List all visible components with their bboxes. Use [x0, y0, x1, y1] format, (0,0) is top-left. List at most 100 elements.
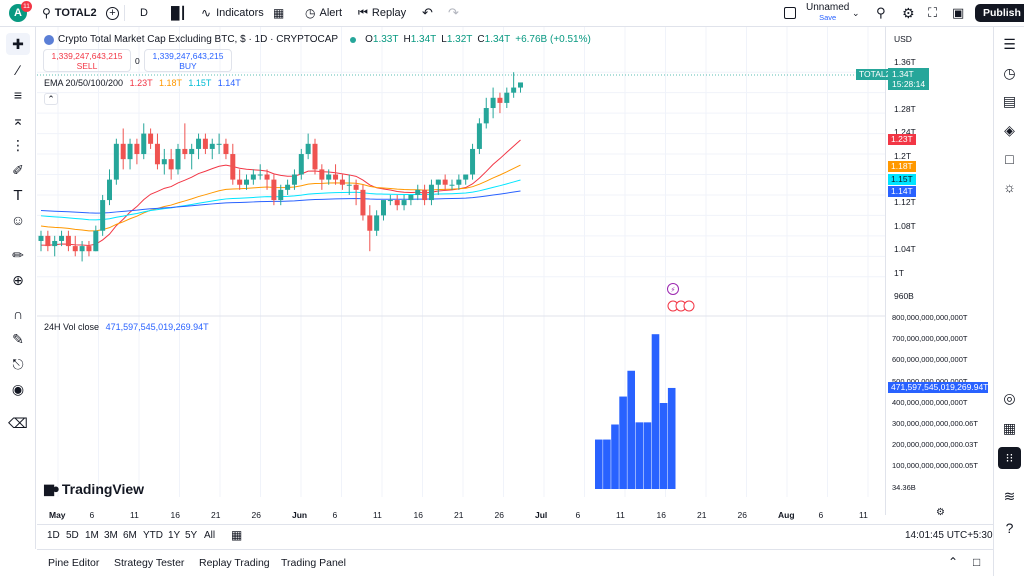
volume-bar [603, 439, 611, 489]
help-button[interactable]: ? [998, 517, 1021, 539]
symbol-legend[interactable]: Crypto Total Market Cap Excluding BTC, $… [44, 33, 591, 46]
object-tree-button[interactable]: ▤ [998, 90, 1021, 112]
chat-button[interactable]: □ [998, 148, 1021, 170]
range-button-all[interactable]: All [204, 530, 216, 541]
visibility-tool[interactable]: ◉ [6, 378, 30, 400]
feed-button[interactable]: ≋ [998, 485, 1021, 507]
candle [339, 174, 345, 190]
candle [305, 133, 311, 160]
measure-tool[interactable]: ✏ [6, 244, 30, 266]
collapse-legend-button[interactable]: ⌃ [44, 93, 58, 105]
replay-icon: ⏮ [358, 6, 368, 19]
chevron-up-icon: ⌃ [948, 555, 959, 569]
candle [291, 169, 297, 190]
time-label: 11 [130, 510, 139, 520]
fib-icon: ≡ [13, 87, 23, 103]
maximize-panel-button[interactable]: □ [973, 555, 980, 569]
prediction-tool[interactable]: ⋮ [6, 134, 30, 156]
candle [189, 143, 195, 170]
templates-button[interactable]: ▦ [273, 0, 284, 26]
quick-search-button[interactable]: ⚲ [876, 0, 886, 26]
range-button-5d[interactable]: 5D [66, 530, 79, 541]
candle-body [408, 194, 414, 201]
snapshot-button[interactable]: ▣ [952, 0, 964, 26]
range-button-ytd[interactable]: YTD [143, 530, 163, 541]
emoji-tool[interactable]: ☺ [6, 209, 30, 231]
candle-body [339, 179, 345, 185]
buy-button[interactable]: 1,339,247,643,215 BUY [144, 49, 232, 72]
candle-body [38, 235, 44, 241]
alerts-button[interactable]: ◷ [998, 62, 1021, 84]
range-button-1d[interactable]: 1D [47, 530, 60, 541]
volume-legend[interactable]: 24H Vol close 471,597,545,019,269.94T [44, 322, 209, 332]
watchlist-button[interactable]: ☰ [998, 33, 1021, 55]
tab-strategy-tester[interactable]: Strategy Tester [114, 557, 185, 569]
smiley-icon: ☺ [10, 212, 26, 228]
range-button-1m[interactable]: 1M [85, 530, 99, 541]
chevron-up-icon: ⌃ [47, 94, 55, 104]
publish-button[interactable]: Publish [975, 4, 1024, 22]
price-scale[interactable]: USD 1.36T1.32T1.28T1.24T1.2T1.16T1.12T1.… [856, 27, 993, 518]
candle [490, 87, 496, 119]
apps-button[interactable]: ⁝⁝ [998, 447, 1021, 469]
lock-drawings-tool[interactable]: ✎ [6, 328, 30, 350]
lock-tool[interactable]: ⎋ [6, 353, 30, 375]
layout-name[interactable]: Unnamed Save [806, 2, 850, 23]
ema-legend[interactable]: EMA 20/50/100/200 1.23T 1.18T 1.15T 1.14… [44, 78, 241, 88]
fib-tool[interactable]: ≡ [6, 84, 30, 106]
candle [360, 184, 366, 221]
time-axis[interactable]: May 6 11 16 21 26 Jun 6 11 16 21 26 Jul 6 11 16 21 26 Aug 6… [37, 504, 993, 524]
tradingview-watermark[interactable]: ▆● TradingView [44, 481, 145, 497]
settings-button[interactable]: ⚙ [902, 0, 915, 26]
alert-button[interactable]: ◷ Alert [305, 6, 343, 20]
time-label: 16 [656, 510, 666, 520]
sell-button[interactable]: 1,339,247,643,215 SELL [43, 49, 131, 72]
magnet-tool[interactable]: ∩ [6, 303, 30, 325]
undo-button[interactable]: ↶ [422, 0, 433, 26]
replay-button[interactable]: ⏮ Replay [358, 6, 407, 20]
candle-body [428, 184, 434, 201]
fullscreen-button[interactable]: ⛶ [928, 0, 937, 26]
layers-button[interactable]: ◈ [998, 119, 1021, 141]
goto-date-button[interactable]: ▦ [231, 528, 242, 542]
range-button-1y[interactable]: 1Y [168, 530, 181, 541]
volume-scale-label: 200,000,000,000,000.03T [892, 440, 978, 450]
candle-body [264, 174, 270, 180]
range-button-5y[interactable]: 5Y [185, 530, 198, 541]
maximize-icon: □ [973, 555, 981, 569]
brush-tool[interactable]: ✐ [6, 159, 30, 181]
dom-button[interactable]: ◎ [998, 387, 1021, 409]
layout-select[interactable] [784, 0, 796, 26]
tab-pine-editor[interactable]: Pine Editor [48, 557, 100, 569]
time-label: 16 [170, 510, 180, 520]
crosshair-tool[interactable]: ✚ [6, 33, 30, 55]
indicators-button[interactable]: ∿ Indicators [201, 6, 264, 20]
tab-replay-trading[interactable]: Replay Trading [199, 557, 270, 569]
layout-icon [784, 7, 796, 19]
candle-body [476, 123, 482, 149]
range-button-3m[interactable]: 3M [104, 530, 118, 541]
trendline-tool[interactable]: ∕ [6, 59, 30, 81]
clock[interactable]: 14:01:45 UTC+5:30 [905, 530, 993, 541]
ideas-button[interactable]: ☼ [998, 176, 1021, 198]
avatar[interactable]: A 11 [9, 0, 32, 26]
chart-pane[interactable]: ⚡ [37, 27, 885, 515]
calendar-button[interactable]: ▦ [998, 417, 1021, 439]
redo-button[interactable]: ↷ [448, 0, 459, 26]
delete-tool[interactable]: ⌫ [6, 412, 30, 434]
symbol-search[interactable]: ⚲ TOTAL2 [42, 0, 97, 26]
chart-type-button[interactable]: █┃ [171, 0, 187, 26]
gear-icon: ⚙ [902, 4, 915, 21]
candle [428, 179, 434, 206]
text-tool[interactable]: T [6, 184, 30, 206]
volume-scale-label: 600,000,000,000,000T [892, 355, 968, 365]
expand-panel-button[interactable]: ⌃ [948, 555, 958, 569]
compare-button[interactable]: + [106, 0, 119, 26]
interval-button[interactable]: D [140, 7, 148, 19]
pattern-tool[interactable]: ⌅ [6, 109, 30, 131]
tab-trading-panel[interactable]: Trading Panel [281, 557, 346, 569]
scale-settings-button[interactable]: ⚙ [936, 507, 945, 518]
range-button-6m[interactable]: 6M [123, 530, 137, 541]
layout-dropdown[interactable]: ⌄ [852, 0, 860, 26]
zoom-tool[interactable]: ⊕ [6, 269, 30, 291]
